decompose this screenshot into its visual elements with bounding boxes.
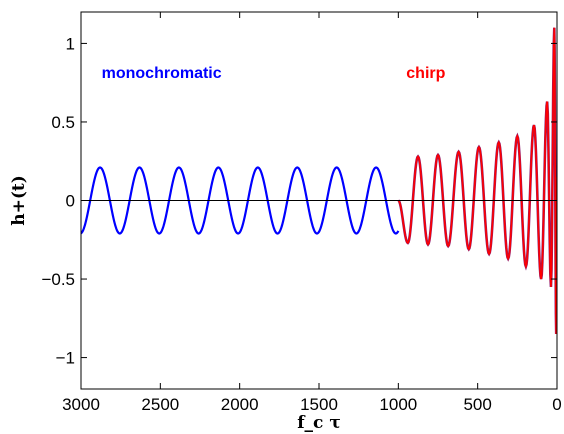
annotation-chirp: chirp — [406, 65, 445, 82]
y-tick-label: 1 — [66, 34, 75, 53]
y-tick-label: −1 — [56, 349, 75, 368]
x-tick-label: 1500 — [300, 395, 338, 414]
x-tick-label: 2000 — [221, 395, 259, 414]
y-axis-label: h+(t) — [9, 175, 29, 226]
series-line-monochromatic — [81, 166, 400, 235]
y-tick-label: 0.5 — [51, 113, 75, 132]
x-tick-label: 2500 — [141, 395, 179, 414]
x-tick-label: 0 — [552, 395, 561, 414]
ticks-layer: 3000 2500 2000 1500 1000 500 0 1 0.5 0 −0.5 −1 — [41, 12, 562, 414]
y-tick-label: −0.5 — [41, 270, 75, 289]
series-layer — [81, 27, 557, 335]
x-tick-label: 500 — [463, 395, 491, 414]
x-tick-label: 3000 — [62, 395, 100, 414]
annotations: monochromatic chirp — [102, 65, 446, 82]
x-axis-label: f_c τ — [297, 413, 341, 433]
y-tick-label: 0 — [66, 192, 75, 211]
annotation-monochromatic: monochromatic — [102, 65, 222, 82]
x-tick-label: 1000 — [379, 395, 417, 414]
series-line-chirp — [397, 27, 557, 335]
